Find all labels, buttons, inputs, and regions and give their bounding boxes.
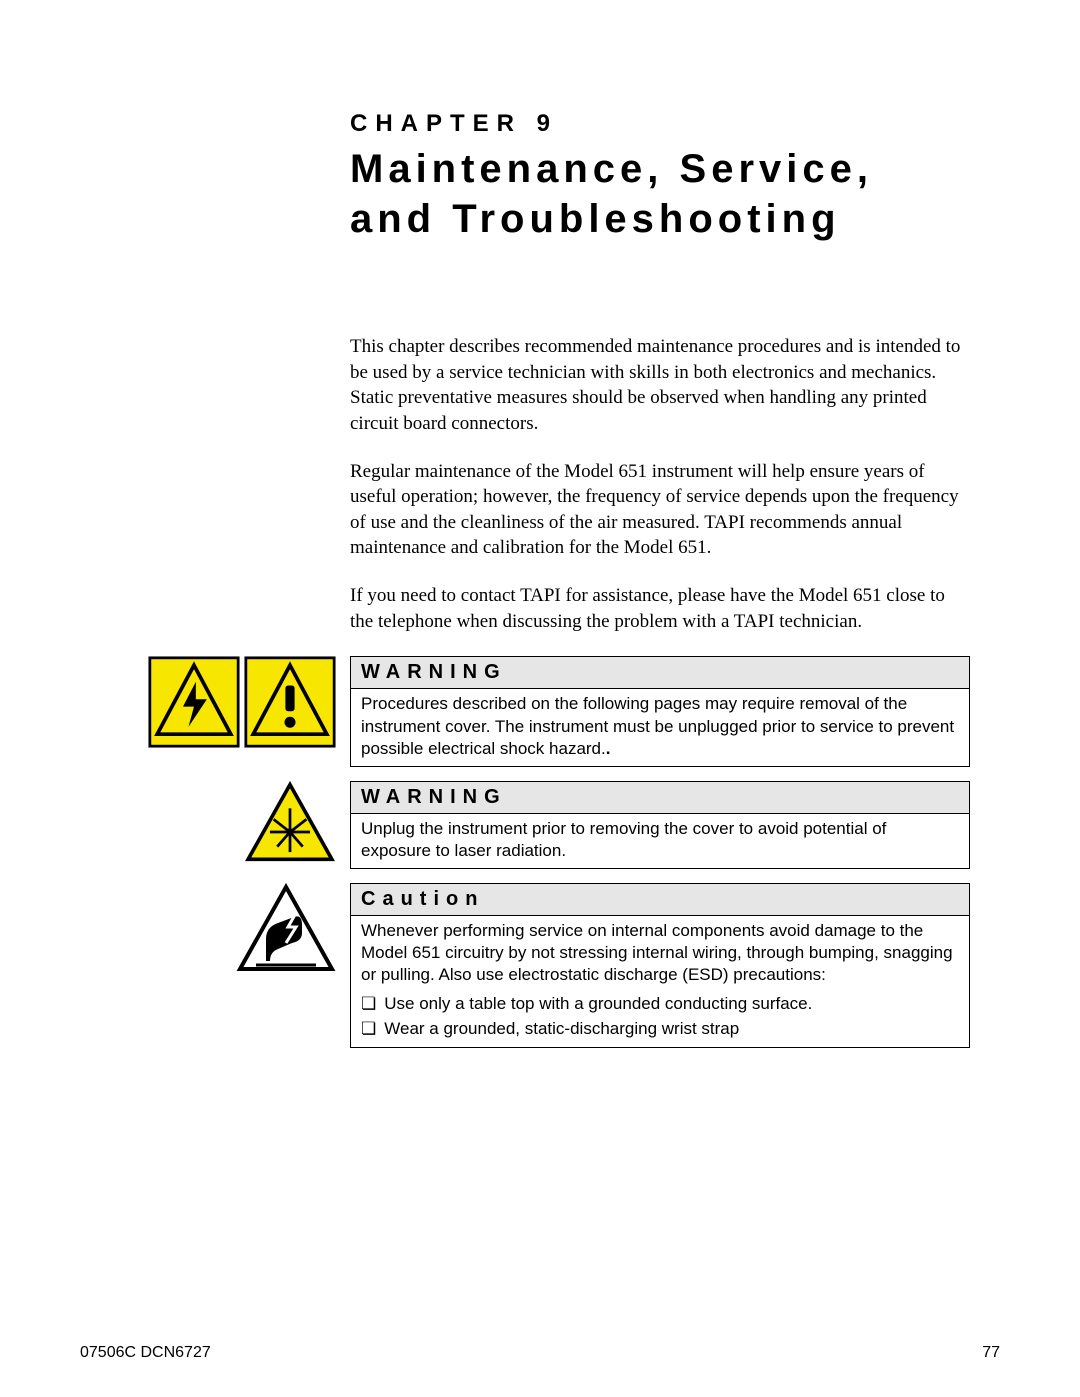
warning-2-box: WARNING Unplug the instrument prior to r… — [350, 781, 970, 869]
chapter-title-line-2: and Troubleshooting — [350, 197, 841, 241]
page: CHAPTER 9 Maintenance, Service, and Trou… — [0, 0, 1080, 1397]
warning-1-box: WARNING Procedures described on the foll… — [350, 656, 970, 766]
footer-page-number: 77 — [982, 1344, 1000, 1362]
caution-item-2: ❏ Wear a grounded, static-discharging wr… — [361, 1017, 959, 1042]
warning-1-text: Procedures described on the following pa… — [351, 689, 969, 765]
chapter-title-line-1: Maintenance, Service, — [350, 147, 873, 191]
page-footer: 07506C DCN6727 77 — [80, 1344, 1000, 1362]
warning-1-body-text: Procedures described on the following pa… — [361, 694, 954, 757]
intro-paragraph-3: If you need to contact TAPI for assistan… — [350, 583, 970, 634]
checkbox-icon: ❏ — [361, 1017, 376, 1042]
caution-icons — [80, 883, 350, 973]
chapter-label: CHAPTER 9 — [350, 110, 1000, 138]
warning-2-heading: WARNING — [351, 782, 969, 814]
laser-hazard-icon — [244, 781, 336, 863]
warning-2-text: Unplug the instrument prior to removing … — [351, 814, 969, 868]
esd-hazard-icon — [236, 883, 336, 973]
warning-1-icons — [80, 656, 350, 748]
warning-row-1: WARNING Procedures described on the foll… — [80, 656, 1000, 766]
warning-1-heading: WARNING — [351, 657, 969, 689]
caution-heading: Caution — [351, 884, 969, 916]
general-warning-icon — [244, 656, 336, 748]
caution-item-1: ❏ Use only a table top with a grounded c… — [361, 992, 959, 1017]
shock-hazard-icon — [148, 656, 240, 748]
intro-paragraph-1: This chapter describes recommended maint… — [350, 334, 970, 437]
caution-box: Caution Whenever performing service on i… — [350, 883, 970, 1049]
warning-2-icons — [80, 781, 350, 863]
caution-item-1-text: Use only a table top with a grounded con… — [384, 992, 812, 1017]
checkbox-icon: ❏ — [361, 992, 376, 1017]
chapter-title: Maintenance, Service, and Troubleshootin… — [350, 144, 1000, 244]
caution-item-2-text: Wear a grounded, static-discharging wris… — [384, 1017, 739, 1042]
footer-left: 07506C DCN6727 — [80, 1344, 211, 1362]
caution-row: Caution Whenever performing service on i… — [80, 883, 1000, 1049]
intro-paragraph-2: Regular maintenance of the Model 651 ins… — [350, 459, 970, 562]
warning-row-2: WARNING Unplug the instrument prior to r… — [80, 781, 1000, 869]
caution-text: Whenever performing service on internal … — [351, 916, 969, 992]
caution-checklist: ❏ Use only a table top with a grounded c… — [351, 992, 969, 1047]
